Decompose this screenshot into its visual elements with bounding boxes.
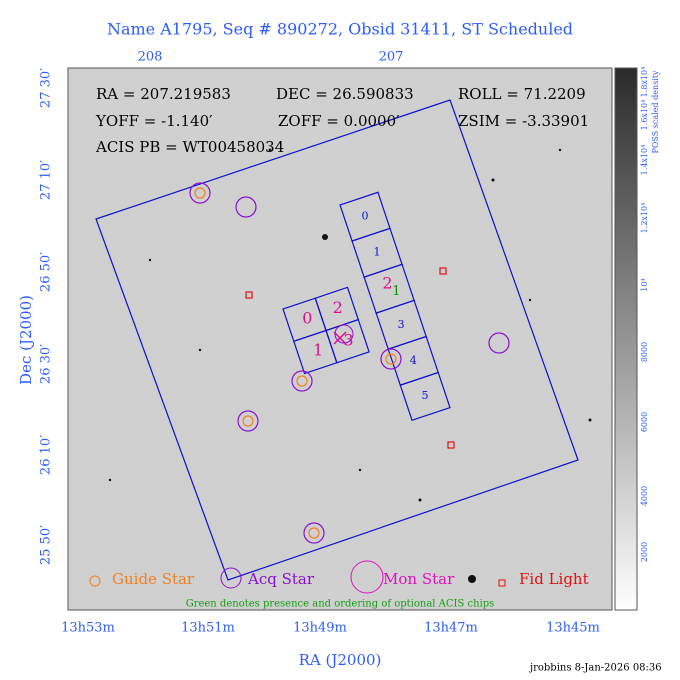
chip-label: 0 — [361, 210, 368, 223]
info-box: RA = 207.219583 DEC = 26.590833 ROLL = 7… — [95, 85, 589, 156]
legend-symbol — [220, 567, 242, 589]
acis-i: 0 2 1 3 — [282, 286, 370, 375]
chip-label: 1 — [374, 246, 381, 259]
legend-label: Mon Star — [383, 570, 455, 588]
chip-label: 4 — [410, 354, 417, 367]
chip — [399, 371, 451, 422]
legend-symbol — [498, 579, 506, 587]
colorbar-tick: 2000 — [640, 542, 649, 562]
legend: Guide Star Acq Star Mon Star Fid Light — [89, 560, 589, 594]
left-tick: 26 50′ — [39, 252, 54, 292]
chip-label: 1 — [313, 341, 323, 360]
info-roll: ROLL = 71.2209 — [458, 85, 586, 103]
bottom-tick: 13h53m — [61, 621, 115, 636]
colorbar-tick: 8000 — [640, 342, 649, 362]
x-label: RA (J2000) — [299, 651, 382, 669]
info-dec: DEC = 26.590833 — [276, 85, 414, 103]
chip-label: 0 — [302, 308, 312, 327]
bottom-tick: 13h45m — [546, 621, 600, 636]
footer: jrobbins 8-Jan-2026 08:36 — [529, 663, 662, 674]
bottom-tick: 13h47m — [424, 621, 478, 636]
title: Name A1795, Seq # 890272, Obsid 31411, S… — [107, 20, 573, 39]
info-acis-pb: ACIS PB = WT00458034 — [95, 138, 284, 156]
info-zsim: ZSIM = -3.33901 — [458, 112, 589, 130]
chip-label: 2 — [382, 274, 392, 293]
info-zoff: ZOFF = 0.0000′ — [278, 112, 400, 130]
legend-symbol — [89, 575, 101, 587]
left-tick: 27 10′ — [39, 160, 54, 200]
colorbar — [614, 67, 638, 611]
y-label: Dec (J2000) — [17, 295, 35, 385]
colorbar-tick: 1.8x10⁴ — [640, 67, 649, 98]
chip-label: 5 — [421, 389, 428, 402]
acq-star — [334, 324, 354, 344]
field-of-view — [95, 99, 579, 581]
optional-chip-label: 1 — [392, 284, 400, 299]
colorbar-tick: 1.4x10⁴ — [640, 145, 649, 176]
colorbar-tick: 1.2x10⁴ — [640, 203, 649, 234]
bottom-ticks: 13h53m 13h51m 13h49m 13h47m 13h45m RA (J… — [61, 621, 600, 670]
stars — [189, 182, 510, 544]
background-stars — [108, 148, 592, 583]
colorbar-tick: 6000 — [640, 412, 649, 432]
chip-label: 3 — [398, 318, 405, 331]
bottom-tick: 13h49m — [293, 621, 347, 636]
left-tick: 27 30′ — [39, 68, 54, 108]
info-ra: RA = 207.219583 — [96, 85, 231, 103]
colorbar-ticks: 2000 4000 6000 8000 10⁴ 1.2x10⁴ 1.4x10⁴ … — [640, 67, 660, 562]
colorbar-label: POSS scaled density — [651, 70, 660, 154]
legend-symbol — [350, 560, 384, 594]
top-tick: 207 — [379, 50, 404, 65]
legend-label: Guide Star — [112, 570, 195, 588]
left-tick: 26 30′ — [39, 344, 54, 384]
acis-s: 0 1 2 1 3 4 5 — [339, 191, 451, 422]
colorbar-tick: 10⁴ — [640, 278, 649, 291]
left-tick: 26 10′ — [39, 435, 54, 475]
chip-label: 3 — [343, 330, 353, 349]
aimpoint — [333, 331, 347, 345]
colorbar-tick: 1.6x10⁴ — [640, 100, 649, 131]
left-tick: 25 50′ — [39, 525, 54, 565]
note: Green denotes presence and ordering of o… — [186, 599, 495, 610]
bottom-tick: 13h51m — [181, 621, 235, 636]
left-ticks: 27 30′ 27 10′ 26 50′ 26 30′ 26 10′ 25 50… — [17, 68, 54, 565]
top-tick: 208 — [138, 50, 163, 65]
legend-label: Fid Light — [519, 570, 589, 588]
info-yoff: YOFF = -1.140′ — [95, 112, 213, 130]
chip-label: 2 — [333, 298, 343, 317]
legend-label: Acq Star — [247, 570, 315, 588]
colorbar-tick: 4000 — [640, 486, 649, 506]
